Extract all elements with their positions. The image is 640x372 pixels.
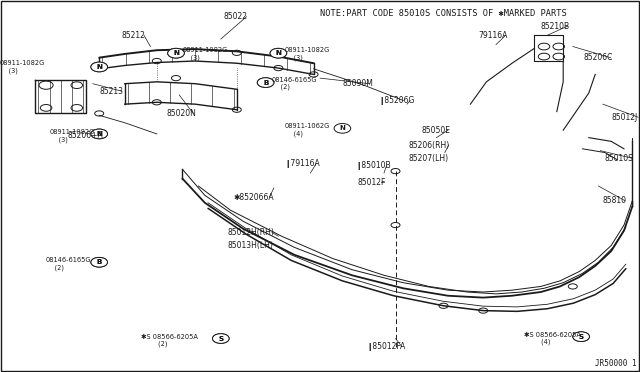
Text: ❙85206G: ❙85206G [379,96,415,105]
Text: B: B [263,80,268,86]
Text: 85012J: 85012J [611,113,637,122]
Circle shape [91,62,108,72]
Text: 85010S: 85010S [605,154,634,163]
Text: 08911-1062G
    (4): 08911-1062G (4) [285,124,330,137]
Text: S: S [218,336,223,341]
Text: 85206C: 85206C [584,53,613,62]
Text: N: N [275,50,282,56]
Circle shape [212,334,229,343]
Text: 85012H(RH): 85012H(RH) [227,228,274,237]
Circle shape [91,129,108,139]
Text: 85022: 85022 [224,12,248,21]
Circle shape [257,78,274,87]
Text: JR50000 1: JR50000 1 [595,359,637,368]
Text: 85020N: 85020N [166,109,196,118]
Circle shape [91,129,108,139]
Text: N: N [96,131,102,137]
Text: NOTE:PART CODE 85010S CONSISTS OF ✱MARKED PARTS: NOTE:PART CODE 85010S CONSISTS OF ✱MARKE… [320,9,567,18]
Text: 85207(LH): 85207(LH) [408,154,449,163]
Text: N: N [275,50,282,56]
Text: 85090M: 85090M [342,79,373,88]
Text: 08146-6165G
    (2): 08146-6165G (2) [272,77,317,90]
Text: N: N [173,50,179,56]
Circle shape [91,257,108,267]
Circle shape [573,332,589,341]
Text: ✱S 08566-6205A
        (4): ✱S 08566-6205A (4) [524,332,580,345]
Circle shape [91,257,108,267]
Text: B: B [97,259,102,265]
Text: 08911-1082G
    (3): 08911-1082G (3) [285,47,330,61]
Text: S: S [218,336,223,341]
Circle shape [573,332,589,341]
Text: 85012F: 85012F [357,178,385,187]
Circle shape [168,48,184,58]
Circle shape [270,48,287,58]
Circle shape [168,48,184,58]
Text: ✱S 08566-6205A
        (2): ✱S 08566-6205A (2) [141,334,198,347]
Text: B: B [97,259,102,265]
Text: 85206+A: 85206+A [67,131,103,140]
Text: 79116A: 79116A [479,31,508,40]
Text: 85212: 85212 [122,31,145,40]
Text: N: N [339,125,346,131]
Text: N: N [96,131,102,137]
Text: ❙85010B: ❙85010B [355,161,391,170]
Circle shape [91,62,108,72]
Text: 85013H(LH): 85013H(LH) [227,241,273,250]
Text: 08911-1082G
    (3): 08911-1082G (3) [0,60,45,74]
Text: 85206(RH): 85206(RH) [408,141,449,150]
Text: 85050E: 85050E [421,126,450,135]
Text: ❙79116A: ❙79116A [285,159,321,168]
Text: 85810: 85810 [603,196,627,205]
Text: S: S [579,334,584,340]
Text: ❙85012FA: ❙85012FA [366,342,405,351]
Text: 08911-1082G
    (3): 08911-1082G (3) [182,47,228,61]
Text: B: B [263,80,268,86]
Text: ✱852066A: ✱852066A [234,193,274,202]
Circle shape [257,78,274,87]
Text: 08911-1082G
    (3): 08911-1082G (3) [50,129,95,142]
Text: N: N [96,64,102,70]
Text: N: N [173,50,179,56]
Circle shape [334,124,351,133]
Circle shape [212,334,229,343]
Text: N: N [96,64,102,70]
Text: 85213: 85213 [99,87,123,96]
Text: 08146-6165G
    (2): 08146-6165G (2) [46,257,92,271]
Circle shape [270,48,287,58]
Text: S: S [579,334,584,340]
Text: 85210B: 85210B [541,22,570,31]
